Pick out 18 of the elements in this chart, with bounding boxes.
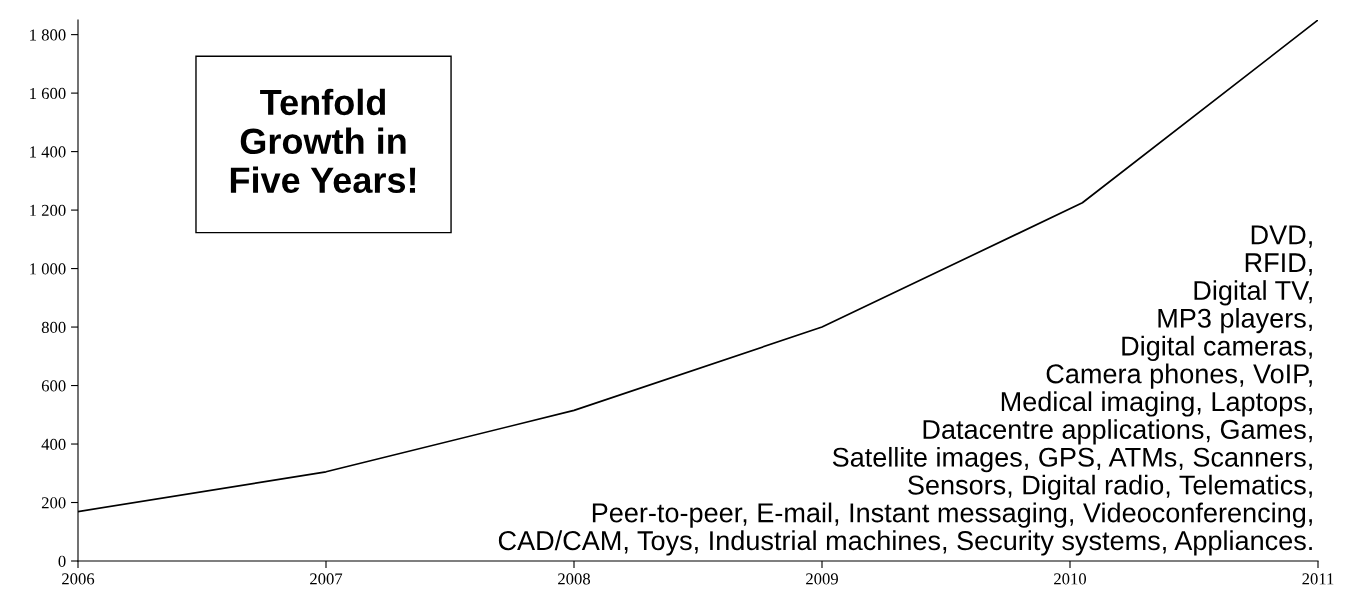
y-tick-label: 1 600 (30, 87, 66, 100)
x-tick-label: 2006 (62, 573, 95, 585)
annotation: Tenfold Growth in Five Years! (230, 88, 416, 194)
x-tick-label: 2007 (310, 573, 343, 585)
x-tick-label: 2008 (558, 573, 591, 585)
y-tick-label: 1 400 (30, 146, 66, 158)
x-tick-label: 2010 (1054, 573, 1087, 585)
y-tick-label: 800 (41, 321, 66, 333)
y-tick-label: 400 (41, 438, 66, 450)
x-tick-label: 2011 (1302, 573, 1334, 585)
y-tick-label: 0 (58, 555, 66, 567)
y-tick-label: 1 200 (30, 204, 66, 217)
x-tick-label: 2009 (806, 573, 838, 585)
y-tick-label: 1 800 (30, 29, 66, 41)
y-tick-label: 200 (41, 497, 66, 509)
y-tick-label: 600 (41, 380, 66, 392)
text: DVD, RFID, Digital TV, MP3 players, Digital cameras, Camera phones, VoIP, Medical imaging, Laptops, Datacentre applications, Games, Satellite images, GPS, ATMs, Scanners, Sensors, Digital radio, Telematics, Peer-to-peer, E-mail, Instant messaging, Videoconferencing, CAD/CAM, Toys, Industrial machines, Security systems, Appliances. (498, 225, 1312, 556)
y-tick-label: 1 000 (30, 263, 66, 275)
